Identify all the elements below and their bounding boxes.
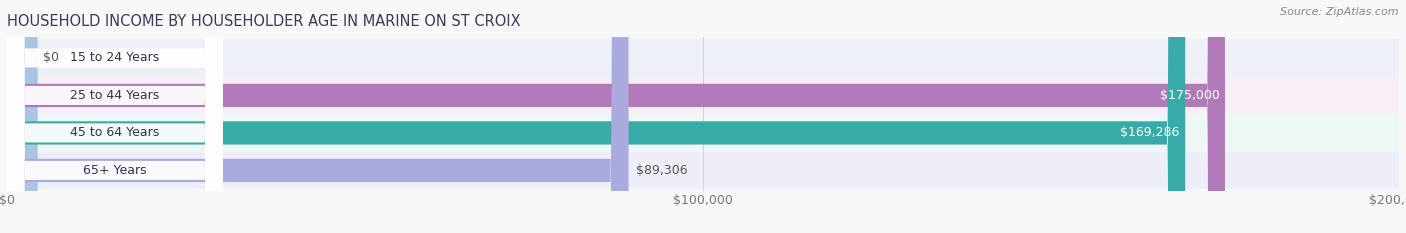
Text: $175,000: $175,000 bbox=[1160, 89, 1219, 102]
FancyBboxPatch shape bbox=[7, 0, 1225, 233]
Text: $169,286: $169,286 bbox=[1121, 127, 1180, 139]
Text: $89,306: $89,306 bbox=[636, 164, 688, 177]
Text: HOUSEHOLD INCOME BY HOUSEHOLDER AGE IN MARINE ON ST CROIX: HOUSEHOLD INCOME BY HOUSEHOLDER AGE IN M… bbox=[7, 14, 520, 29]
FancyBboxPatch shape bbox=[7, 0, 1185, 233]
Text: Source: ZipAtlas.com: Source: ZipAtlas.com bbox=[1281, 7, 1399, 17]
Text: $0: $0 bbox=[44, 51, 59, 64]
FancyBboxPatch shape bbox=[7, 0, 222, 233]
Bar bbox=[7, 152, 1399, 189]
FancyBboxPatch shape bbox=[7, 0, 222, 233]
FancyBboxPatch shape bbox=[7, 0, 222, 233]
Bar bbox=[7, 114, 1399, 152]
Bar bbox=[7, 77, 1399, 114]
Text: 65+ Years: 65+ Years bbox=[83, 164, 146, 177]
Text: 15 to 24 Years: 15 to 24 Years bbox=[70, 51, 159, 64]
Text: 25 to 44 Years: 25 to 44 Years bbox=[70, 89, 159, 102]
FancyBboxPatch shape bbox=[7, 0, 628, 233]
Bar bbox=[7, 39, 1399, 77]
FancyBboxPatch shape bbox=[7, 0, 222, 233]
FancyBboxPatch shape bbox=[7, 0, 38, 233]
Text: 45 to 64 Years: 45 to 64 Years bbox=[70, 127, 159, 139]
